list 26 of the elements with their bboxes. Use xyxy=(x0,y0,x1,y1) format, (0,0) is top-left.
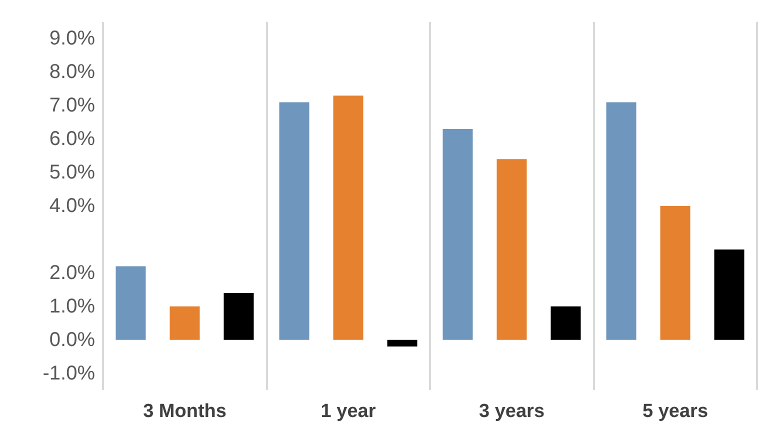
y-tick-label: 4.0% xyxy=(49,195,96,217)
y-tick-label: 1.0% xyxy=(49,295,96,318)
x-tick-label: 3 Months xyxy=(143,401,226,422)
x-tick-label: 3 years xyxy=(478,401,545,422)
bar xyxy=(606,102,636,340)
bar xyxy=(550,306,581,340)
bar xyxy=(714,249,744,340)
y-tick-label: -1.0% xyxy=(42,362,96,384)
bar xyxy=(387,340,418,347)
bar xyxy=(496,159,527,340)
y-tick-label: 0.0% xyxy=(49,328,96,351)
bar xyxy=(279,102,310,340)
y-tick-label: 9.0% xyxy=(49,28,96,50)
y-tick-label: 7.0% xyxy=(49,94,96,117)
bar xyxy=(224,292,254,340)
bar xyxy=(333,96,364,340)
y-tick-label: 2.0% xyxy=(49,262,96,284)
bar xyxy=(116,266,146,340)
bar xyxy=(442,129,473,340)
y-tick-label: 5.0% xyxy=(49,162,96,184)
y-tick-label: 6.0% xyxy=(49,128,96,150)
bar xyxy=(660,206,690,340)
y-tick-label: 8.0% xyxy=(49,61,96,84)
bar xyxy=(170,306,200,340)
x-tick-label: 5 years xyxy=(642,401,708,422)
x-tick-label: 1 year xyxy=(320,401,376,422)
